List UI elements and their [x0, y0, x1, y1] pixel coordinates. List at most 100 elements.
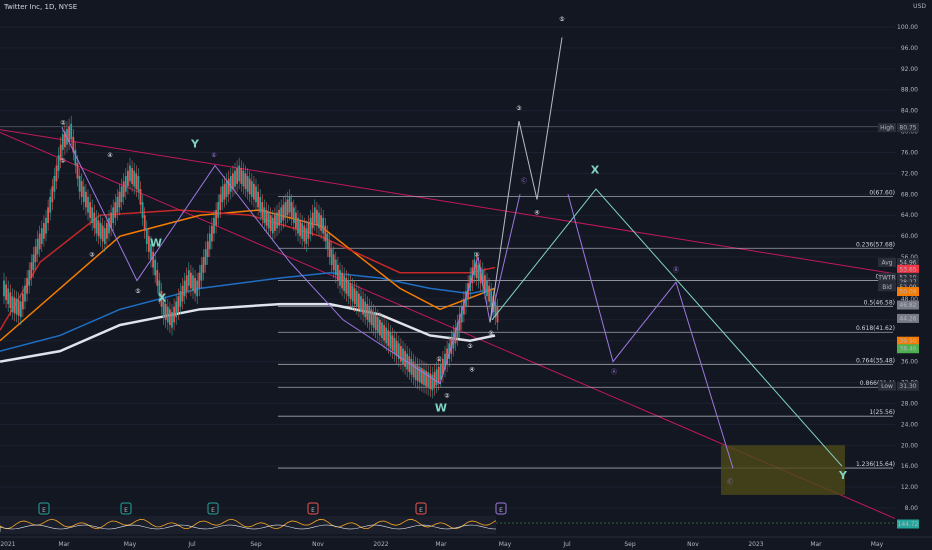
candle-body [255, 186, 257, 203]
candle-body [150, 243, 152, 260]
price-tag-name: Low [881, 383, 893, 390]
time-tick-label: May [499, 541, 512, 548]
time-tick-label: May [871, 541, 884, 548]
ma-200 [0, 302, 496, 363]
candle-body [324, 225, 327, 242]
candle-body [131, 168, 133, 184]
price-tag-name-bg [878, 272, 896, 282]
candle-body [103, 228, 106, 244]
wave-label: ④ [534, 210, 539, 217]
wave-label: ② [60, 119, 66, 126]
wave-label: ⑤ [559, 16, 564, 23]
price-tag-value-bg [897, 123, 919, 133]
wave-label: ① [60, 157, 65, 164]
candle-body [43, 223, 45, 239]
candle-body [305, 228, 308, 244]
candle-body [269, 215, 272, 231]
price-tick-label: 68.00 [901, 191, 918, 198]
candle-body [372, 311, 375, 328]
candle-body [295, 212, 297, 229]
candle-body [332, 254, 335, 271]
candle-body [444, 353, 446, 370]
candle-body [57, 155, 60, 171]
candle-body [376, 317, 379, 333]
fibonacci-levels: 0(67.60)0.236(57.68)0.382(0.5(46.58)0.61… [278, 189, 895, 495]
candle-body [95, 217, 98, 234]
candle-body [160, 291, 163, 307]
candle-body [240, 168, 243, 184]
candle-body [446, 348, 448, 365]
candle-body [82, 186, 85, 203]
price-tick-label: 64.00 [901, 212, 918, 219]
candle-body [32, 254, 35, 271]
candle-body [76, 162, 79, 179]
candle-body [353, 288, 356, 305]
candle-body [374, 314, 377, 331]
candle-body [458, 314, 461, 331]
candle-body [89, 202, 91, 218]
price-tag-value-bg [897, 313, 919, 323]
time-tick-label: Sep [624, 541, 636, 548]
fib-label: 0.236(57.68) [856, 241, 895, 248]
candle-body [250, 181, 253, 197]
time-axis[interactable]: 2021 Mar May Jul Sep Nov 2022 Mar May Jul Sep Nov 20… [0, 536, 932, 548]
time-tick-label: 2023 [748, 541, 763, 548]
candle-body [91, 207, 94, 224]
event-marker-box [38, 502, 50, 515]
candle-body [87, 196, 89, 213]
wave-path-abc [567, 194, 734, 469]
grid-lines [0, 26, 895, 509]
candle-body [108, 217, 110, 234]
candle-body [36, 238, 39, 255]
event-marker-label: E [419, 507, 423, 514]
candle-body [45, 217, 47, 234]
price-tick-label: 72.00 [901, 170, 918, 177]
candle-body [301, 223, 304, 239]
candle-body [99, 223, 102, 239]
candle-body [416, 365, 419, 382]
volume-indicator [0, 516, 895, 534]
price-tick-label: 36.00 [901, 359, 918, 366]
candle-body [387, 330, 390, 346]
wave-label: ② [444, 393, 450, 400]
wave-degree-label: Y [838, 469, 848, 482]
candle-body [421, 368, 423, 384]
candle-body [112, 207, 115, 224]
wave-label: Ⓑ [673, 266, 679, 274]
candle-body [30, 262, 33, 278]
wave-label: ⑥ [211, 152, 216, 159]
candle-body [40, 228, 43, 244]
chart-title: Twitter Inc, 1D, NYSE [4, 3, 78, 11]
wave-label: ① [436, 356, 441, 363]
candle-body [51, 186, 54, 203]
candle-body [219, 194, 222, 210]
price-tick-label: 48.00 [901, 296, 918, 303]
candle-body [379, 319, 381, 336]
candle-body [61, 134, 64, 150]
fib-label: 1(25.56) [869, 409, 895, 416]
candle-body [364, 301, 367, 318]
candle-body [202, 257, 205, 273]
candle-body [488, 285, 490, 302]
price-tick-label: 76.00 [901, 149, 918, 156]
price-tick-label: 92.00 [901, 66, 918, 73]
candle-body [343, 275, 346, 292]
price-tag-value: 44.26 [899, 315, 916, 322]
candle-body [5, 284, 7, 301]
wave-degree-label: W [435, 401, 447, 414]
candle-body [120, 186, 123, 203]
candle-body [114, 202, 117, 218]
wave-projection [61, 37, 843, 469]
price-tag-name: TWTR [877, 274, 895, 281]
candle-body [475, 262, 478, 278]
candle-body [158, 280, 161, 297]
wave-label: ⑤ [474, 251, 479, 258]
candle-body [402, 348, 404, 365]
candle-body [179, 291, 182, 307]
candle-body [101, 225, 104, 242]
upper-trendline [0, 129, 896, 275]
candle-body [316, 209, 318, 226]
candle-body [486, 280, 488, 297]
fib-label: 0.866(31.1) [860, 380, 895, 387]
